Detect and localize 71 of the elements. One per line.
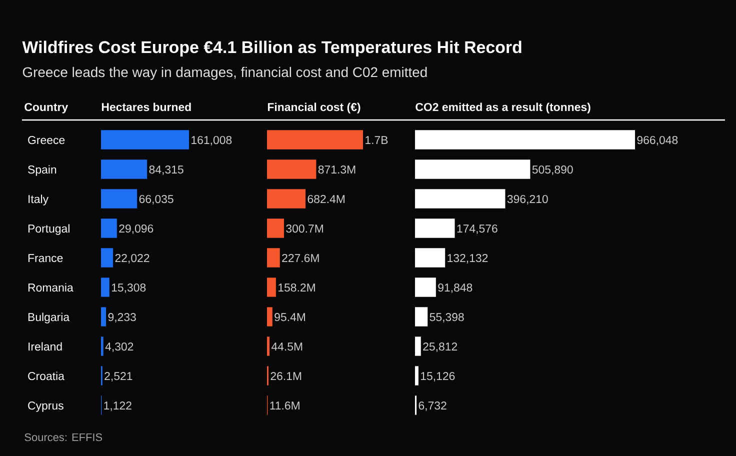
- y-axis-title: Country: [24, 102, 68, 114]
- text: Wildfires Cost Europe €4.1 Billion as Temperatures Hit Record: [22, 40, 522, 57]
- y-tick-label: Bulgaria: [28, 312, 70, 324]
- data-label: 95.4M: [274, 313, 305, 322]
- data-label: 174,576: [457, 224, 498, 234]
- x-axis-title: CO2 emitted as a result (tonnes): [416, 102, 590, 114]
- bar: [267, 248, 280, 268]
- bar: [415, 218, 455, 238]
- data-label: 91,848: [438, 284, 472, 293]
- bar: [101, 218, 117, 238]
- bar: [101, 130, 189, 150]
- y-tick-label: Ireland: [28, 342, 62, 351]
- bar: [415, 130, 636, 150]
- bar: [415, 248, 446, 268]
- data-label: 55,398: [430, 313, 464, 322]
- data-label: 66,035: [139, 194, 174, 204]
- y-tick-label: Italy: [28, 194, 49, 206]
- y-tick-label: Greece: [28, 136, 65, 144]
- source-note: Sources: EFFIS: [24, 433, 102, 442]
- data-label: 2,521: [104, 372, 132, 382]
- y-tick-label: Cyprus: [28, 402, 64, 412]
- bar: [101, 307, 106, 326]
- bar: [101, 160, 148, 179]
- data-label: 26.1M: [270, 372, 302, 380]
- bar: [267, 130, 364, 150]
- data-label: 9,233: [108, 313, 136, 322]
- bar: [267, 189, 306, 208]
- data-label: 300.7M: [286, 224, 323, 233]
- data-label: 871.3M: [318, 165, 356, 174]
- y-tick-label: France: [28, 254, 63, 262]
- y-tick-label: Portugal: [28, 224, 70, 235]
- bar: [267, 336, 270, 356]
- y-tick-label: Romania: [28, 283, 74, 292]
- data-label: 11.6M: [270, 402, 300, 410]
- data-label: 132,132: [448, 254, 488, 264]
- data-label: 158.2M: [278, 284, 315, 292]
- bar: [415, 160, 530, 179]
- bar: [101, 278, 110, 297]
- data-label: 44.5M: [271, 342, 302, 351]
- data-label: 4,302: [105, 342, 134, 352]
- data-label: 161,008: [192, 136, 232, 146]
- data-label: 396,210: [507, 194, 548, 204]
- data-label: 22,022: [115, 254, 150, 264]
- y-tick-label: Croatia: [28, 372, 64, 380]
- data-label: 966,048: [637, 136, 678, 146]
- data-label: 25,812: [423, 342, 458, 352]
- data-label: 505,890: [532, 165, 573, 175]
- bar: [101, 248, 114, 268]
- bar: [267, 278, 276, 297]
- bar: [415, 307, 428, 326]
- bar: [101, 189, 138, 208]
- data-label: 227.6M: [282, 254, 319, 262]
- data-label: 1.7B: [366, 136, 388, 144]
- text: Greece leads the way in damages, financial cost and C02 emitted: [22, 66, 427, 80]
- bar: [267, 307, 272, 326]
- data-label: 29,096: [119, 224, 154, 234]
- x-axis-title: Hectares burned: [102, 102, 191, 112]
- y-tick-label: Spain: [28, 165, 56, 176]
- data-label: 84,315: [149, 165, 184, 175]
- data-label: 15,126: [421, 372, 455, 382]
- bar: [415, 336, 421, 356]
- data-label: 15,308: [112, 284, 146, 293]
- data-label: 6,732: [418, 402, 446, 411]
- x-axis-title: Financial cost (€): [268, 102, 360, 114]
- bar: [415, 278, 436, 297]
- bar: [267, 218, 284, 238]
- bar: [415, 189, 506, 208]
- bar: [415, 366, 418, 386]
- data-label: 682.4M: [308, 194, 344, 204]
- bar: [267, 160, 316, 179]
- data-label: 1,122: [104, 402, 132, 411]
